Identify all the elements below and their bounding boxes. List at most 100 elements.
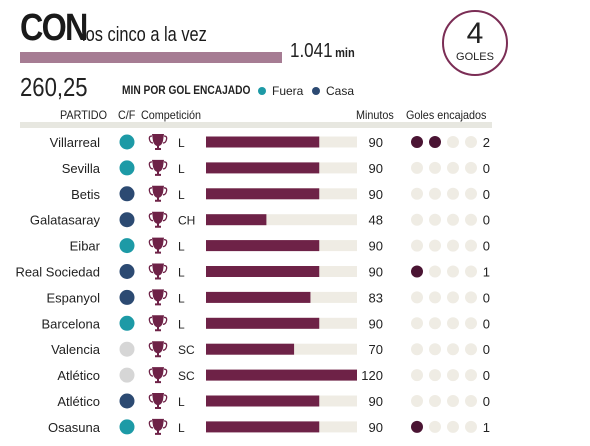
avg-minutes-value: 260,25: [20, 72, 88, 102]
trophy-icon: [148, 134, 168, 150]
venue-dot: [119, 419, 135, 435]
col-header-minutes: Minutos: [356, 108, 394, 122]
minutes-value: 48: [369, 213, 383, 228]
goal-dot: [411, 187, 423, 200]
goal-dot: [411, 395, 423, 407]
competition-label: L: [178, 395, 185, 409]
goal-dot: [429, 239, 441, 252]
goal-dot: [429, 136, 441, 148]
goal-dot: [411, 161, 423, 174]
minutes-bar: [206, 317, 320, 329]
goal-dot: [411, 369, 423, 382]
goal-dot: [429, 395, 441, 407]
goals-value: 1: [483, 420, 490, 435]
goals-value: 0: [483, 187, 490, 202]
goal-dot: [447, 239, 459, 252]
trophy-icon: [148, 341, 168, 358]
minutes-bar: [206, 214, 267, 226]
goal-dot: [447, 369, 459, 382]
goals-value: 0: [483, 213, 490, 228]
goal-dot: [465, 136, 477, 148]
legend-home-label: Casa: [326, 84, 355, 98]
goals-value: 0: [483, 161, 490, 176]
minutes-value: 83: [369, 290, 383, 305]
minutes-bar: [206, 395, 320, 407]
competition-label: L: [178, 162, 185, 176]
team-label: Real Sociedad: [15, 265, 100, 280]
minutes-value: 90: [369, 316, 383, 331]
minutes-value: 90: [369, 239, 383, 254]
total-minutes-bar: [20, 52, 282, 63]
goal-dot: [465, 161, 477, 174]
goals-value: 1: [483, 265, 490, 280]
competition-label: L: [178, 317, 185, 331]
venue-dot: [119, 160, 135, 176]
total-minutes-value: 1.041: [290, 40, 333, 62]
minutes-bar: [206, 162, 320, 174]
goal-dot: [447, 343, 459, 356]
team-label: Villarreal: [50, 135, 100, 150]
trophy-icon: [148, 159, 168, 176]
competition-label: L: [178, 188, 185, 202]
goals-value: 0: [483, 290, 490, 305]
minutes-bar-track: [206, 214, 357, 226]
col-header-competition: Competición: [141, 108, 202, 122]
title-subtitle: los cinco a la vez: [82, 24, 207, 46]
goal-dot: [447, 265, 459, 278]
minutes-bar: [206, 369, 357, 381]
venue-dot: [119, 367, 135, 383]
trophy-icon: [148, 393, 168, 409]
goal-dot: [465, 369, 477, 382]
trophy-icon: [148, 289, 168, 306]
goal-dot: [429, 420, 441, 433]
goals-badge: 4 GOLES: [442, 10, 508, 76]
minutes-value: 90: [369, 265, 383, 280]
minutes-value: 90: [369, 420, 383, 435]
goal-dot: [465, 395, 477, 407]
trophy-icon: [148, 367, 168, 384]
team-label: Barcelona: [41, 316, 100, 331]
legend-home: Casa: [312, 84, 354, 98]
team-label: Osasuna: [48, 420, 101, 435]
goals-value: 2: [483, 135, 490, 150]
goals-badge-label: GOLES: [456, 51, 494, 63]
venue-dot: [119, 238, 135, 254]
venue-dot: [119, 134, 135, 150]
goal-dot: [429, 187, 441, 200]
goal-dot: [429, 161, 441, 174]
goal-dot: [465, 343, 477, 356]
title-con: CON: [20, 7, 88, 49]
goals-value: 0: [483, 316, 490, 331]
minutes-value: 90: [369, 394, 383, 409]
legend-away-label: Fuera: [272, 84, 304, 98]
trophy-icon: [148, 237, 168, 254]
minutes-bar: [206, 188, 320, 200]
minutes-value: 120: [361, 368, 383, 383]
minutes-bar: [206, 291, 311, 303]
competition-label: SC: [178, 369, 195, 383]
goal-dot: [411, 420, 423, 433]
minutes-bar: [206, 240, 320, 252]
goal-dot: [465, 317, 477, 330]
goal-dot: [429, 265, 441, 278]
venue-dot: [119, 212, 135, 228]
goals-value: 0: [483, 239, 490, 254]
competition-label: L: [178, 240, 185, 254]
goal-dot: [429, 213, 441, 226]
venue-dot: [119, 264, 135, 279]
trophy-icon: [148, 418, 168, 435]
competition-label: L: [178, 291, 185, 305]
goal-dot: [411, 343, 423, 356]
header-band: [20, 122, 492, 128]
col-header-cf: C/F: [118, 108, 136, 122]
minutes-value: 90: [369, 187, 383, 202]
total-minutes: 1.041 min: [290, 40, 355, 63]
goal-dot: [411, 291, 423, 304]
goal-dot: [465, 420, 477, 433]
legend-away: Fuera: [258, 84, 303, 98]
trophy-icon: [148, 263, 168, 280]
goal-dot: [447, 291, 459, 304]
team-label: Valencia: [51, 342, 101, 357]
competition-label: CH: [178, 214, 195, 228]
minutes-value: 90: [369, 135, 383, 150]
